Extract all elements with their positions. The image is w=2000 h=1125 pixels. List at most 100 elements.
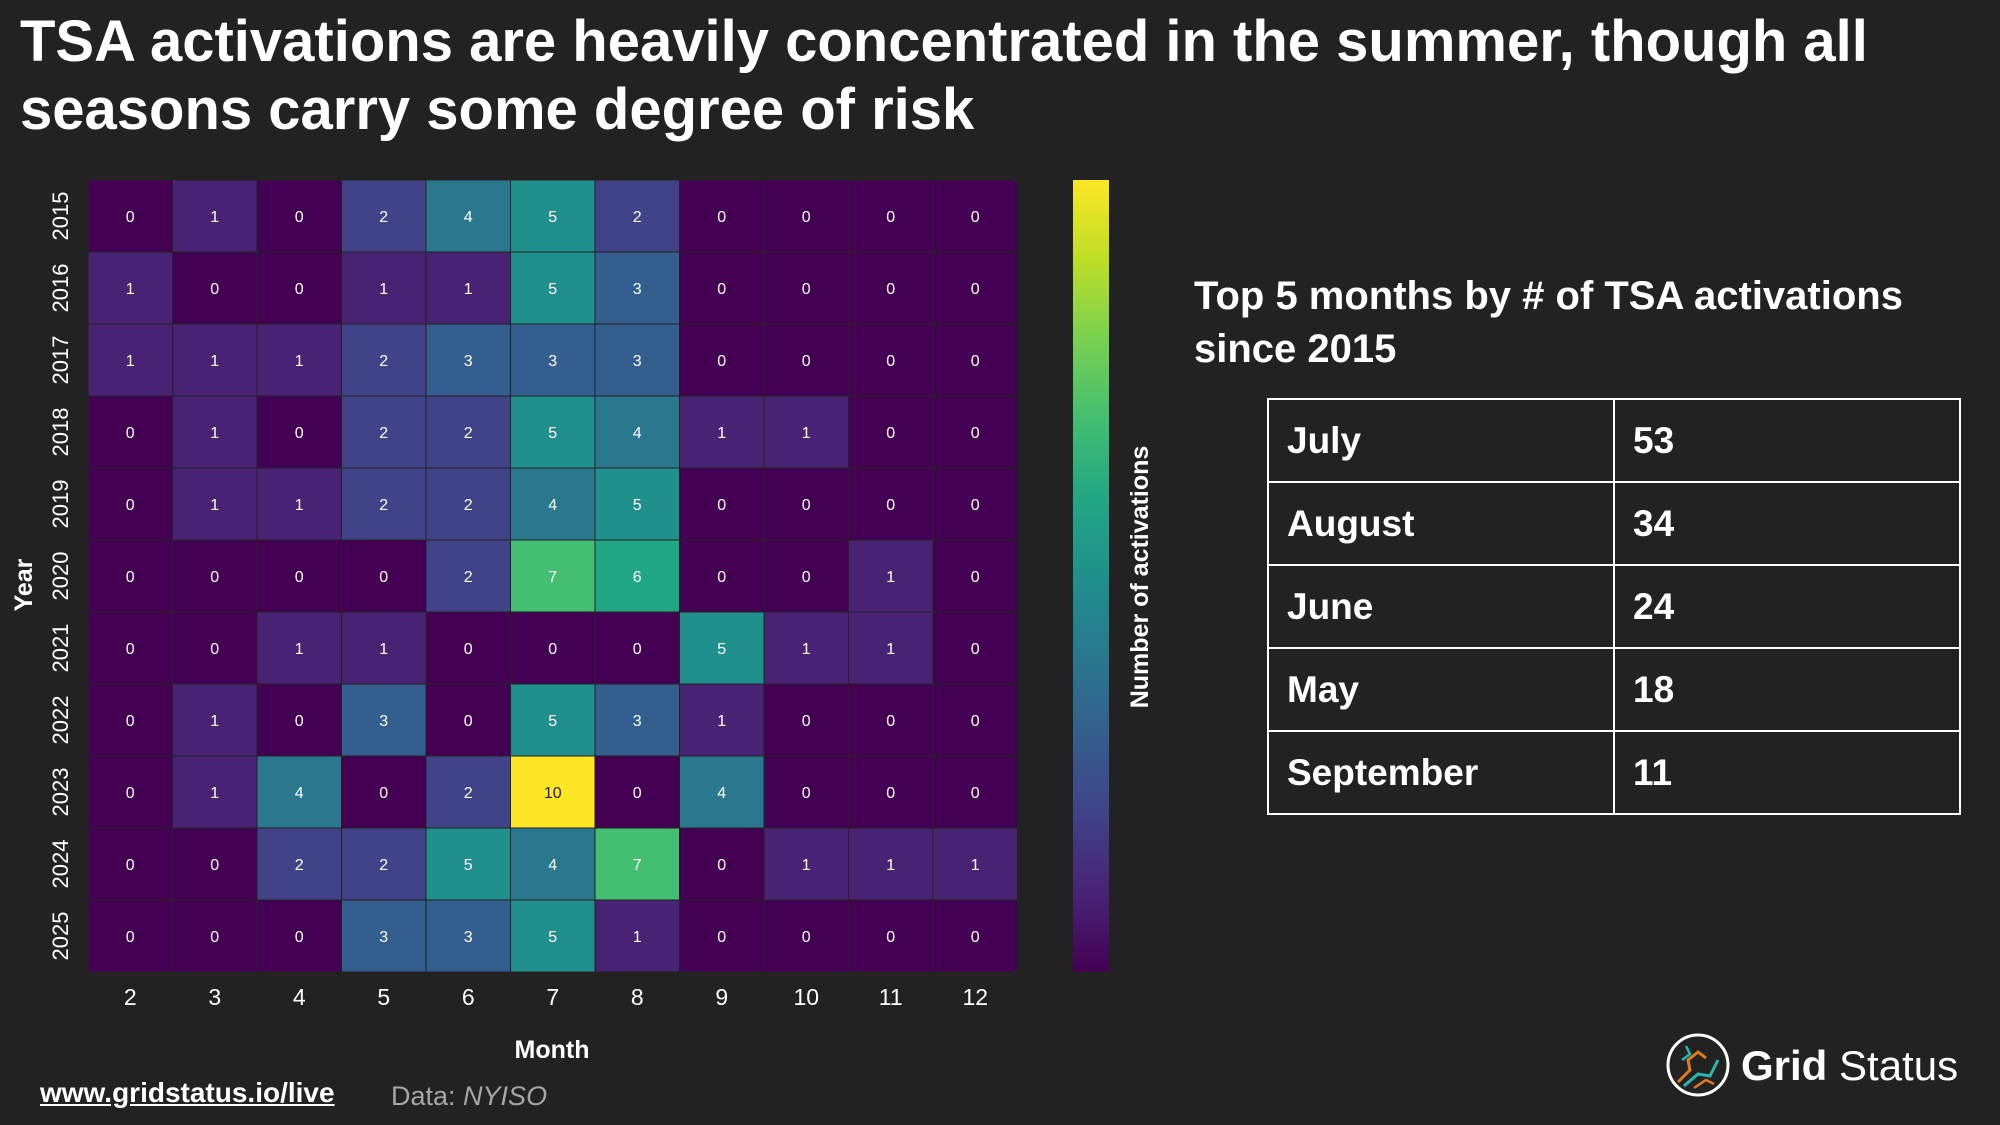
heatmap-cell	[932, 323, 1018, 397]
heatmap-cell	[256, 395, 342, 469]
heatmap-cell	[932, 899, 1018, 973]
cell-value-label: 1	[210, 425, 219, 442]
heatmap-cell	[172, 467, 258, 541]
heatmap-cell	[341, 323, 427, 397]
y-axis-label: Year	[10, 558, 38, 611]
cell-value-label: 6	[633, 569, 642, 586]
heatmap-cell	[87, 539, 173, 613]
cell-value-label: 3	[633, 713, 642, 730]
cell-value-label: 0	[717, 929, 726, 946]
heatmap-cell	[510, 611, 596, 685]
cell-value-label: 3	[464, 353, 473, 370]
cell-value-label: 3	[379, 713, 388, 730]
cell-value-label: 0	[971, 281, 980, 298]
cell-value-label: 0	[126, 713, 135, 730]
heatmap-cell	[679, 899, 765, 973]
heatmap-cell	[172, 539, 258, 613]
data-source-prefix: Data:	[391, 1081, 464, 1111]
cell-value-label: 0	[717, 353, 726, 370]
x-tick-label: 2	[124, 984, 137, 1010]
heatmap-cell	[87, 899, 173, 973]
top5-month: September	[1267, 730, 1615, 815]
heatmap-cell	[848, 395, 934, 469]
heatmap-cell	[848, 467, 934, 541]
cell-value-label: 1	[802, 425, 811, 442]
cell-value-label: 3	[633, 353, 642, 370]
heatmap-cell	[932, 467, 1018, 541]
heatmap-cell	[848, 755, 934, 829]
cell-value-label: 4	[464, 209, 473, 226]
brand-part1: Grid	[1741, 1042, 1828, 1089]
heatmap-cell	[87, 323, 173, 397]
heatmap-cell	[256, 683, 342, 757]
heatmap-cell	[594, 755, 680, 829]
heatmap-cell	[848, 683, 934, 757]
cell-value-label: 0	[126, 209, 135, 226]
heatmap-cell	[256, 467, 342, 541]
x-tick-label: 8	[631, 984, 644, 1010]
heatmap-cell	[510, 683, 596, 757]
cell-value-label: 0	[802, 497, 811, 514]
cell-value-label: 1	[886, 641, 895, 658]
y-tick-label: 2017	[48, 336, 73, 385]
cell-value-label: 0	[802, 209, 811, 226]
top5-count: 18	[1613, 647, 1961, 732]
cell-value-label: 0	[802, 713, 811, 730]
cell-value-label: 1	[126, 353, 135, 370]
cell-value-label: 1	[210, 353, 219, 370]
heatmap-cell	[341, 251, 427, 325]
cell-value-label: 0	[971, 353, 980, 370]
heatmap-cell	[172, 395, 258, 469]
cell-value-label: 3	[548, 353, 557, 370]
heatmap-cell	[510, 323, 596, 397]
colorbar	[1073, 180, 1109, 972]
heatmap-cell	[425, 683, 511, 757]
top5-month: July	[1267, 398, 1615, 483]
cell-value-label: 0	[295, 713, 304, 730]
cell-value-label: 7	[548, 569, 557, 586]
cell-value-label: 2	[379, 209, 388, 226]
cell-value-label: 0	[886, 425, 895, 442]
cell-value-label: 1	[379, 641, 388, 658]
x-tick-label: 11	[879, 984, 903, 1010]
heatmap-cell	[425, 827, 511, 901]
heatmap-cell	[87, 827, 173, 901]
x-tick-label: 6	[462, 984, 475, 1010]
cell-value-label: 1	[633, 929, 642, 946]
heatmap-cell	[763, 395, 849, 469]
heatmap-cell	[341, 755, 427, 829]
heatmap-cell	[763, 251, 849, 325]
cell-value-label: 0	[126, 929, 135, 946]
cell-value-label: 0	[886, 497, 895, 514]
heatmap-cell	[932, 539, 1018, 613]
heatmap-cell	[763, 755, 849, 829]
cell-value-label: 0	[717, 569, 726, 586]
cell-value-label: 0	[126, 641, 135, 658]
cell-value-label: 0	[295, 209, 304, 226]
heatmap-cell	[848, 827, 934, 901]
x-tick-label: 12	[962, 984, 988, 1010]
cell-value-label: 0	[802, 929, 811, 946]
cell-value-label: 0	[464, 713, 473, 730]
top5-row: July 53	[1267, 398, 1961, 483]
cell-value-label: 4	[295, 785, 304, 802]
cell-value-label: 0	[971, 497, 980, 514]
cell-value-label: 0	[886, 785, 895, 802]
cell-value-label: 4	[548, 857, 557, 874]
cell-value-label: 3	[464, 929, 473, 946]
heatmap-cell	[932, 611, 1018, 685]
cell-value-label: 0	[802, 569, 811, 586]
cell-value-label: 0	[295, 569, 304, 586]
gridstatus-logo-icon	[1666, 1033, 1730, 1097]
cell-value-label: 0	[802, 281, 811, 298]
cell-value-label: 0	[379, 785, 388, 802]
cell-value-label: 5	[548, 713, 557, 730]
heatmap-cell	[341, 611, 427, 685]
x-tick-label: 4	[293, 984, 306, 1010]
top5-month: June	[1267, 564, 1615, 649]
heatmap-cell	[256, 899, 342, 973]
gridstatus-live-link[interactable]: www.gridstatus.io/live	[40, 1077, 335, 1108]
heatmap-cell	[256, 539, 342, 613]
cell-value-label: 3	[633, 281, 642, 298]
gridstatus-logo: Grid Status	[1664, 1030, 1984, 1100]
